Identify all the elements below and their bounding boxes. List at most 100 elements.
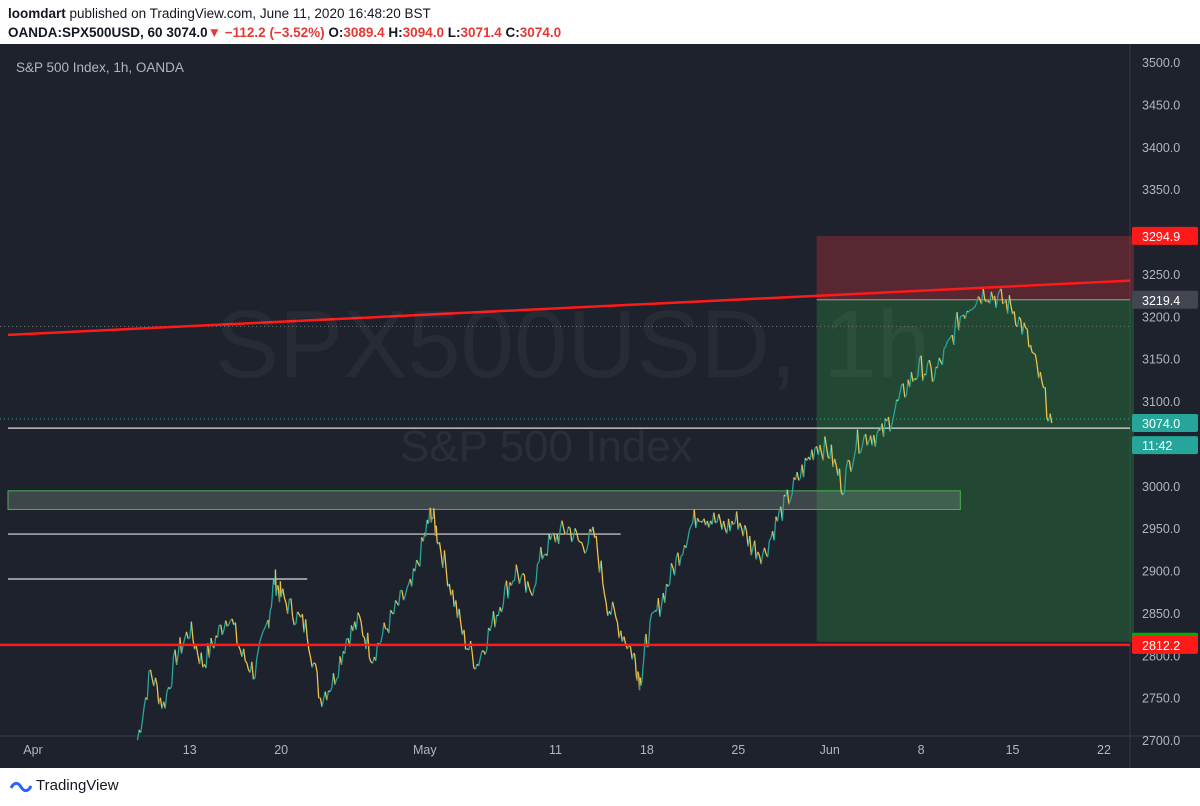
price-segment [943,346,947,350]
price-segment [651,611,654,614]
price-segment [190,621,194,640]
price-segment [416,559,419,564]
price-segment [169,685,173,690]
price-segment [917,358,921,377]
price-segment [518,576,522,584]
price-segment [562,528,566,535]
target-zone [816,299,1134,642]
price-segment [1026,328,1030,348]
price-segment [736,511,739,530]
price-segment [271,584,274,598]
price-label-box [1132,436,1198,455]
price-segment [678,555,682,567]
demand-zone-box [7,490,961,510]
price-segment [383,622,387,630]
price-segment [569,528,573,543]
price-segment [905,379,909,396]
price-segment [1002,301,1005,305]
price-segment [696,517,700,523]
price-segment [244,660,248,664]
price-segment [433,508,436,520]
time-tick-label: 11 [549,743,562,757]
price-segment [904,395,907,398]
author-name[interactable]: loomdart [8,6,66,21]
price-segment [842,492,845,496]
price-segment [313,662,316,665]
price-segment [984,299,987,303]
price-segment [602,582,606,594]
price-segment [961,314,964,317]
price-segment [141,707,145,722]
price-segment [540,546,544,560]
price-segment [673,557,677,576]
high-value: 3094.0 [402,25,444,40]
price-segment [176,653,179,665]
time-tick-label: 18 [640,743,654,757]
price-segment [311,662,315,668]
low-label: L: [447,25,461,40]
price-segment [507,582,511,599]
price-segment [1034,354,1038,365]
price-segment [643,637,646,650]
price-segment [687,530,690,540]
price-segment [946,339,950,343]
price-segment [781,495,785,521]
tradingview-brand[interactable]: TradingView [36,777,119,794]
price-segment [989,291,992,304]
price-segment [812,447,816,461]
price-segment [1018,316,1022,321]
price-segment [966,310,969,313]
time-tick-label: 13 [183,743,197,757]
price-segment [631,652,635,660]
price-segment [290,598,294,617]
price-segment [605,602,609,616]
price-segment [964,311,968,319]
price-segment [708,520,712,528]
price-segment [597,554,601,573]
price-segment [659,604,663,617]
price-tick-label: 3400.0 [1142,141,1180,155]
publish-header: loomdart published on TradingView.com, J… [0,0,1200,44]
price-segment [455,600,459,618]
price-segment [610,601,614,615]
price-segment [824,436,828,447]
price-segment [489,624,493,632]
price-segment [858,451,862,455]
price-segment [958,316,961,331]
price-segment [533,583,537,588]
price-segment [314,663,318,673]
price-segment [406,584,410,589]
price-segment [891,416,895,426]
price-segment [531,587,535,596]
price-segment [220,624,224,635]
price-segment [515,564,519,574]
price-segment [680,554,684,557]
price-segment [1044,387,1048,418]
time-tick-label: 15 [1006,743,1020,757]
price-segment [216,625,220,638]
price-segment [438,542,442,555]
price-tick-label: 2950.0 [1142,522,1180,536]
price-segment [972,306,976,309]
price-segment [259,635,263,642]
price-segment [358,615,362,623]
price-segment [938,357,942,362]
price-segment [254,659,258,679]
price-segment [577,539,581,543]
price-tick-label: 3100.0 [1142,395,1180,409]
price-segment [853,448,857,457]
price-segment [411,568,415,587]
price-segment [600,560,604,583]
price-segment [309,657,313,668]
price-chart[interactable]: 2700.02750.02800.02850.02900.02950.03000… [0,44,1200,768]
price-segment [930,366,934,382]
price-segment [500,605,504,613]
price-tick-label: 3350.0 [1142,183,1180,197]
price-segment [843,468,847,493]
price-segment [332,673,336,685]
price-segment [535,563,539,585]
price-segment [634,661,637,676]
price-segment [789,493,793,500]
price-segment [1036,364,1040,379]
price-segment [848,460,852,472]
